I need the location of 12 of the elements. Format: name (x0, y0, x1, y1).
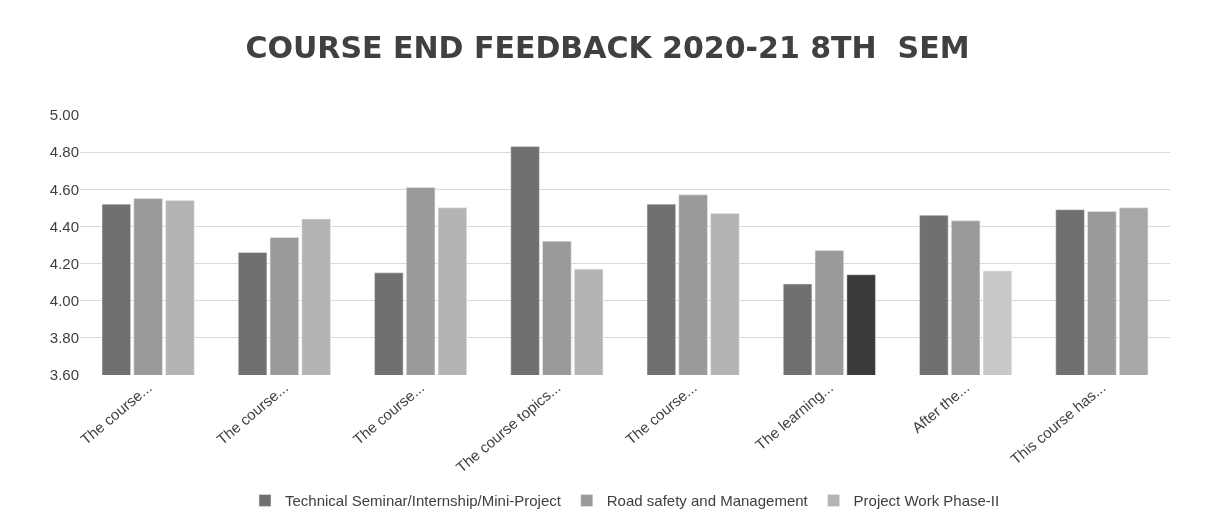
y-tick-label: 5.00 (49, 106, 79, 124)
y-tick-label: 4.60 (49, 180, 79, 198)
y-tick-label: 4.80 (49, 143, 79, 161)
y-tick-label: 4.00 (49, 291, 79, 309)
y-tick-label: 4.40 (49, 217, 79, 235)
legend-label: Technical Seminar/Internship/Mini-Project (285, 492, 562, 510)
legend-label: Road safety and Management (606, 492, 809, 510)
y-tick-label: 4.20 (49, 254, 79, 272)
y-tick-label: 3.60 (49, 366, 79, 384)
y-tick-label: 3.80 (49, 329, 79, 347)
chart-title: COURSE END FEEDBACK 2020-21 8TH SEM (245, 30, 970, 66)
legend-label: Project Work Phase-II (853, 492, 1000, 510)
